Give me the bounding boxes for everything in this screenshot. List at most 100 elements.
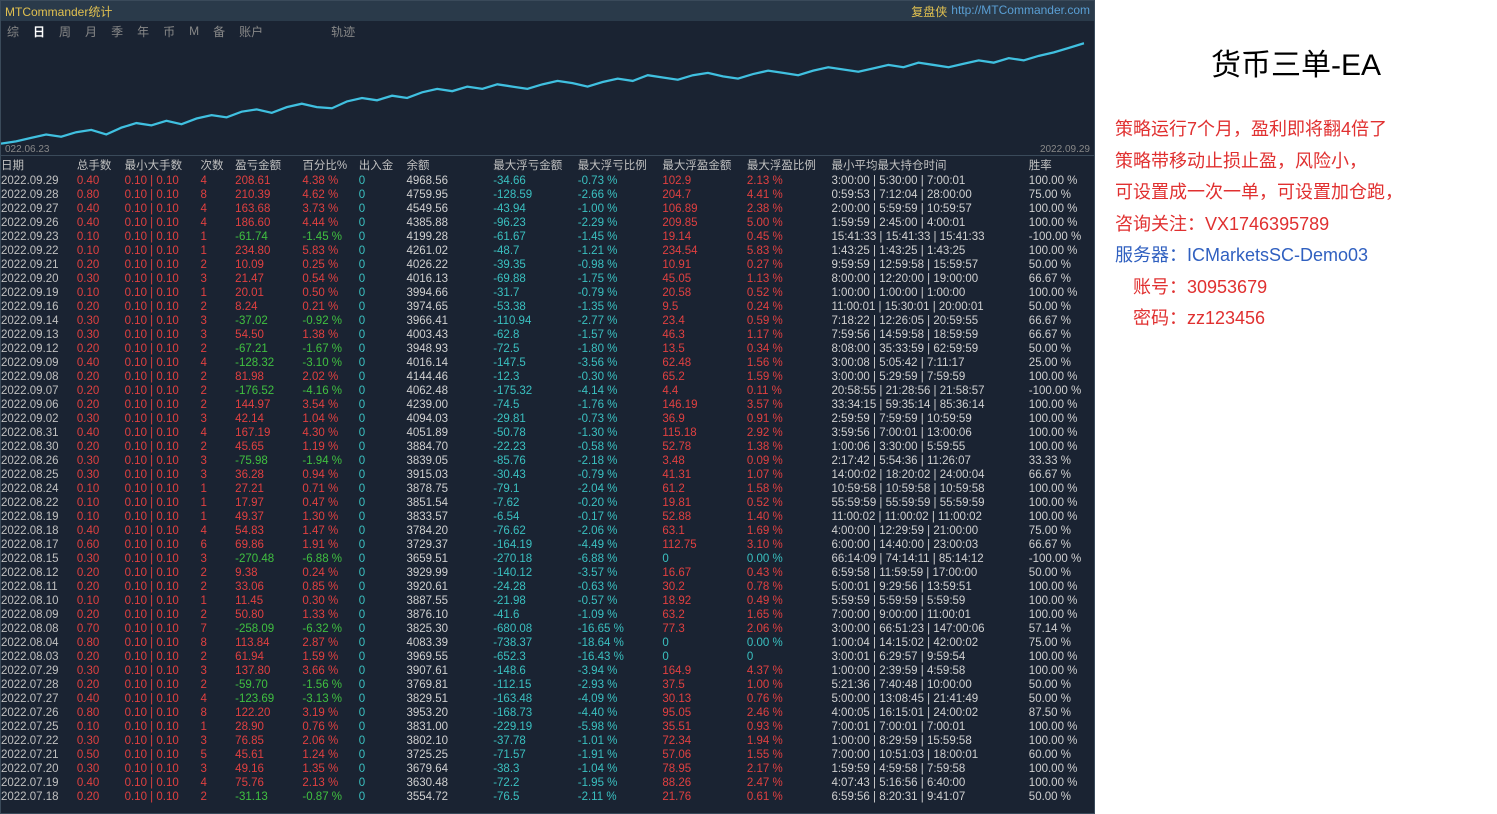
col-pct[interactable]: 百分比% (302, 156, 358, 174)
cell-bal: 3969.55 (406, 650, 493, 664)
cell-win: 100.00 % (1029, 370, 1094, 384)
toolbar-tab-8[interactable]: 备 (213, 23, 225, 40)
table-row[interactable]: 2022.07.290.300.10 | 0.103137.803.66 %03… (1, 664, 1094, 678)
col-maxfpp[interactable]: 最大浮盈比例 (747, 156, 832, 174)
table-row[interactable]: 2022.07.220.300.10 | 0.10376.852.06 %038… (1, 734, 1094, 748)
table-row[interactable]: 2022.09.080.200.10 | 0.10281.982.02 %041… (1, 370, 1094, 384)
col-minmax[interactable]: 最小大手数 (125, 156, 201, 174)
table-row[interactable]: 2022.09.290.400.10 | 0.104208.614.38 %04… (1, 174, 1094, 188)
cell-minmax: 0.10 | 0.10 (125, 720, 201, 734)
toolbar-tab-6[interactable]: 币 (163, 23, 175, 40)
table-row[interactable]: 2022.08.310.400.10 | 0.104167.194.30 %04… (1, 426, 1094, 440)
cell-maxfpp: 1.38 % (747, 440, 832, 454)
cell-cnt: 3 (200, 762, 235, 776)
cell-io: 0 (359, 706, 407, 720)
table-row[interactable]: 2022.08.100.100.10 | 0.10111.450.30 %038… (1, 594, 1094, 608)
table-row[interactable]: 2022.09.200.300.10 | 0.10321.470.54 %040… (1, 272, 1094, 286)
cell-lots: 0.20 (77, 650, 125, 664)
table-row[interactable]: 2022.08.250.300.10 | 0.10336.280.94 %039… (1, 468, 1094, 482)
table-row[interactable]: 2022.07.250.100.10 | 0.10128.900.76 %038… (1, 720, 1094, 734)
cell-maxfpp: 0.78 % (747, 580, 832, 594)
cell-maxfpp: 0.24 % (747, 300, 832, 314)
table-row[interactable]: 2022.07.200.300.10 | 0.10349.161.35 %036… (1, 762, 1094, 776)
table-row[interactable]: 2022.09.020.300.10 | 0.10342.141.04 %040… (1, 412, 1094, 426)
toolbar-tab-9[interactable]: 账户 (239, 23, 263, 40)
table-row[interactable]: 2022.08.300.200.10 | 0.10245.651.19 %038… (1, 440, 1094, 454)
cell-minmax: 0.10 | 0.10 (125, 328, 201, 342)
table-row[interactable]: 2022.08.030.200.10 | 0.10261.941.59 %039… (1, 650, 1094, 664)
cell-win: 50.00 % (1029, 692, 1094, 706)
table-row[interactable]: 2022.07.180.200.10 | 0.102-31.13-0.87 %0… (1, 790, 1094, 804)
table-row[interactable]: 2022.08.220.100.10 | 0.10117.970.47 %038… (1, 496, 1094, 510)
toolbar-tab-0[interactable]: 综 (7, 23, 19, 40)
table-row[interactable]: 2022.07.260.800.10 | 0.108122.203.19 %03… (1, 706, 1094, 720)
table-row[interactable]: 2022.09.190.100.10 | 0.10120.010.50 %039… (1, 286, 1094, 300)
table-row[interactable]: 2022.09.060.200.10 | 0.102144.973.54 %04… (1, 398, 1094, 412)
table-row[interactable]: 2022.09.280.800.10 | 0.108210.394.62 %04… (1, 188, 1094, 202)
col-win[interactable]: 胜率 (1029, 156, 1094, 174)
table-row[interactable]: 2022.07.210.500.10 | 0.10545.611.24 %037… (1, 748, 1094, 762)
table-row[interactable]: 2022.07.190.400.10 | 0.10475.762.13 %036… (1, 776, 1094, 790)
cell-date: 2022.09.19 (1, 286, 77, 300)
table-row[interactable]: 2022.08.240.100.10 | 0.10127.210.71 %038… (1, 482, 1094, 496)
table-row[interactable]: 2022.09.070.200.10 | 0.102-176.52-4.16 %… (1, 384, 1094, 398)
col-bal[interactable]: 余额 (406, 156, 493, 174)
toolbar-tab-3[interactable]: 月 (85, 23, 97, 40)
url-link[interactable]: http://MTCommander.com (951, 3, 1090, 20)
table-row[interactable]: 2022.08.120.200.10 | 0.1029.380.24 %0392… (1, 566, 1094, 580)
cell-pl: 167.19 (235, 426, 302, 440)
cell-hold: 10:59:58 | 10:59:58 | 10:59:58 (831, 482, 1028, 496)
table-row[interactable]: 2022.08.190.100.10 | 0.10149.371.30 %038… (1, 510, 1094, 524)
table-row[interactable]: 2022.08.260.300.10 | 0.103-75.98-1.94 %0… (1, 454, 1094, 468)
toolbar-tab-7[interactable]: M (189, 24, 199, 38)
col-lots[interactable]: 总手数 (77, 156, 125, 174)
table-row[interactable]: 2022.08.090.200.10 | 0.10250.801.33 %038… (1, 608, 1094, 622)
col-io[interactable]: 出入金 (359, 156, 407, 174)
table-row[interactable]: 2022.09.270.400.10 | 0.104163.683.73 %04… (1, 202, 1094, 216)
col-maxdd[interactable]: 最大浮亏金额 (493, 156, 578, 174)
col-cnt[interactable]: 次数 (200, 156, 235, 174)
toolbar-tab-5[interactable]: 年 (137, 23, 149, 40)
cell-win: 100.00 % (1029, 762, 1094, 776)
cell-win: 50.00 % (1029, 300, 1094, 314)
cell-cnt: 1 (200, 510, 235, 524)
table-row[interactable]: 2022.09.230.100.10 | 0.101-61.74-1.45 %0… (1, 230, 1094, 244)
table-row[interactable]: 2022.07.270.400.10 | 0.104-123.69-3.13 %… (1, 692, 1094, 706)
table-row[interactable]: 2022.08.180.400.10 | 0.10454.831.47 %037… (1, 524, 1094, 538)
cell-maxfpp: 1.58 % (747, 482, 832, 496)
cell-cnt: 2 (200, 580, 235, 594)
table-row[interactable]: 2022.09.260.400.10 | 0.104186.604.44 %04… (1, 216, 1094, 230)
table-row[interactable]: 2022.09.220.100.10 | 0.101234.805.83 %04… (1, 244, 1094, 258)
table-row[interactable]: 2022.09.210.200.10 | 0.10210.090.25 %040… (1, 258, 1094, 272)
table-row[interactable]: 2022.09.140.300.10 | 0.103-37.02-0.92 %0… (1, 314, 1094, 328)
col-pl[interactable]: 盈亏金额 (235, 156, 302, 174)
table-row[interactable]: 2022.09.130.300.10 | 0.10354.501.38 %040… (1, 328, 1094, 342)
cell-maxdd: -12.3 (493, 370, 578, 384)
cell-cnt: 2 (200, 650, 235, 664)
table-row[interactable]: 2022.08.110.200.10 | 0.10233.060.85 %039… (1, 580, 1094, 594)
col-maxddp[interactable]: 最大浮亏比例 (578, 156, 663, 174)
cell-maxfp: 146.19 (662, 398, 747, 412)
table-row[interactable]: 2022.07.280.200.10 | 0.102-59.70-1.56 %0… (1, 678, 1094, 692)
cell-maxddp: -4.14 % (578, 384, 663, 398)
col-hold[interactable]: 最小平均最大持仓时间 (831, 156, 1028, 174)
table-row[interactable]: 2022.08.170.600.10 | 0.10669.861.91 %037… (1, 538, 1094, 552)
table-row[interactable]: 2022.08.080.700.10 | 0.107-258.09-6.32 %… (1, 622, 1094, 636)
col-date[interactable]: 日期 (1, 156, 77, 174)
table-row[interactable]: 2022.09.120.200.10 | 0.102-67.21-1.67 %0… (1, 342, 1094, 356)
cell-io: 0 (359, 748, 407, 762)
toolbar-tab-2[interactable]: 周 (59, 23, 71, 40)
table-row[interactable]: 2022.08.150.300.10 | 0.103-270.48-6.88 %… (1, 552, 1094, 566)
cell-bal: 4385.88 (406, 216, 493, 230)
cell-minmax: 0.10 | 0.10 (125, 776, 201, 790)
toolbar-tab-1[interactable]: 日 (33, 23, 45, 40)
table-row[interactable]: 2022.09.090.400.10 | 0.104-128.32-3.10 %… (1, 356, 1094, 370)
col-maxfp[interactable]: 最大浮盈金额 (662, 156, 747, 174)
cell-maxfpp: 4.41 % (747, 188, 832, 202)
cell-minmax: 0.10 | 0.10 (125, 594, 201, 608)
table-row[interactable]: 2022.08.040.800.10 | 0.108113.842.87 %04… (1, 636, 1094, 650)
toolbar-tab-4[interactable]: 季 (111, 23, 123, 40)
cell-maxddp: -1.30 % (578, 426, 663, 440)
toolbar-extra[interactable]: 轨迹 (331, 23, 355, 40)
table-row[interactable]: 2022.09.160.200.10 | 0.1028.240.21 %0397… (1, 300, 1094, 314)
